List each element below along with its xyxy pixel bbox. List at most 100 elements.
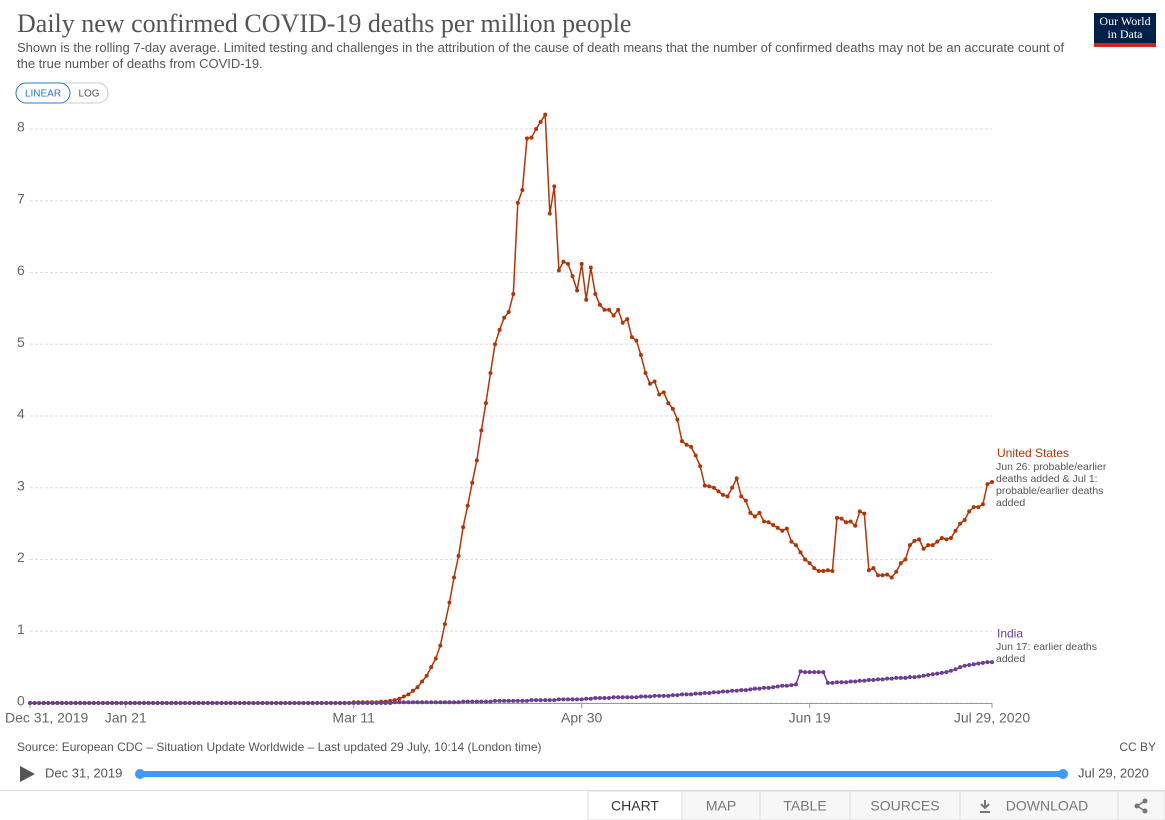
share-dot[interactable] (1142, 808, 1148, 814)
data-point (552, 698, 557, 703)
data-point (771, 685, 776, 690)
data-point (707, 690, 712, 695)
data-point (324, 701, 329, 705)
data-point (766, 685, 771, 690)
download-icon[interactable] (980, 800, 990, 813)
data-point (784, 526, 789, 531)
tab[interactable] (587, 790, 683, 820)
tab-label[interactable]: MAP (706, 798, 736, 814)
share-dot[interactable] (1142, 798, 1148, 804)
log-label[interactable]: LOG (78, 89, 99, 100)
data-point (930, 543, 935, 548)
data-point (406, 700, 411, 705)
data-point (379, 701, 384, 705)
subtitle-box: Shown is the rolling 7-day average. Limi… (17, 40, 1064, 71)
data-point (579, 697, 584, 702)
data-point (565, 697, 570, 702)
data-point (543, 698, 548, 703)
data-point (511, 698, 516, 703)
data-point (830, 568, 835, 573)
tab-label[interactable]: SOURCES (870, 798, 939, 814)
data-point (793, 682, 798, 687)
data-point (465, 503, 470, 508)
data-point (488, 370, 493, 375)
data-point (693, 691, 698, 696)
data-point (643, 370, 648, 375)
timeline-handle[interactable] (135, 769, 145, 779)
timeline-handle[interactable] (1058, 769, 1068, 779)
data-point (985, 482, 990, 487)
data-point (607, 307, 612, 312)
data-point (187, 701, 192, 705)
data-point (447, 600, 452, 605)
tab-label[interactable]: DOWNLOAD (1006, 798, 1088, 814)
series-note: Jun 26: probable/earlier deaths added & … (996, 461, 1107, 509)
data-point (657, 693, 662, 698)
data-point (474, 699, 479, 704)
data-point (196, 701, 201, 705)
data-point (401, 700, 406, 705)
data-point (597, 695, 602, 700)
data-point (588, 265, 593, 270)
data-point (347, 701, 352, 705)
data-point (880, 677, 885, 682)
data-point (515, 200, 520, 205)
data-point (679, 692, 684, 697)
data-point (871, 566, 876, 571)
tab[interactable] (681, 790, 761, 820)
y-tick-label: 3 (17, 477, 25, 493)
data-point (452, 700, 457, 705)
data-point (493, 698, 498, 703)
share-tab[interactable] (1117, 790, 1165, 820)
y-tick-label: 2 (17, 549, 25, 565)
share-dot[interactable] (1134, 803, 1140, 809)
data-point (593, 695, 598, 700)
data-point (110, 701, 115, 705)
data-point (579, 261, 584, 266)
data-point (543, 112, 548, 117)
data-point (926, 673, 931, 678)
data-point (328, 701, 333, 705)
data-point (520, 698, 525, 703)
data-point (28, 701, 32, 705)
data-point (255, 701, 260, 705)
tab-label[interactable]: CHART (611, 798, 659, 814)
data-point (429, 665, 434, 670)
data-point (971, 505, 976, 510)
data-point (634, 695, 639, 700)
data-point (64, 701, 69, 705)
data-point (844, 680, 849, 685)
tab-label[interactable]: TABLE (783, 798, 826, 814)
data-point (360, 701, 365, 705)
data-point (210, 701, 215, 705)
data-point (50, 701, 55, 705)
data-point (771, 523, 776, 528)
play-button[interactable] (20, 766, 35, 782)
data-point (356, 701, 361, 705)
x-tick-label: Jan 21 (105, 710, 147, 726)
data-point (711, 485, 716, 490)
data-point (670, 693, 675, 698)
data-point (78, 701, 83, 705)
linear-button[interactable] (15, 82, 71, 104)
data-point (880, 573, 885, 578)
data-point (702, 483, 707, 488)
data-point (634, 338, 639, 343)
data-point (438, 643, 443, 648)
data-point (730, 485, 735, 490)
data-point (912, 675, 917, 680)
x-tick-label: Dec 31, 2019 (5, 710, 88, 726)
linear-label[interactable]: LINEAR (25, 89, 61, 100)
data-point (538, 119, 543, 124)
timeline-bar[interactable] (140, 771, 1063, 777)
tab[interactable] (759, 790, 851, 820)
data-point (926, 543, 931, 548)
logo-bar (1094, 43, 1156, 47)
x-tick-label: Jun 19 (789, 710, 831, 726)
data-point (948, 668, 953, 673)
data-point (684, 692, 689, 697)
data-point (839, 516, 844, 521)
data-point (784, 683, 789, 688)
data-point (821, 568, 826, 573)
